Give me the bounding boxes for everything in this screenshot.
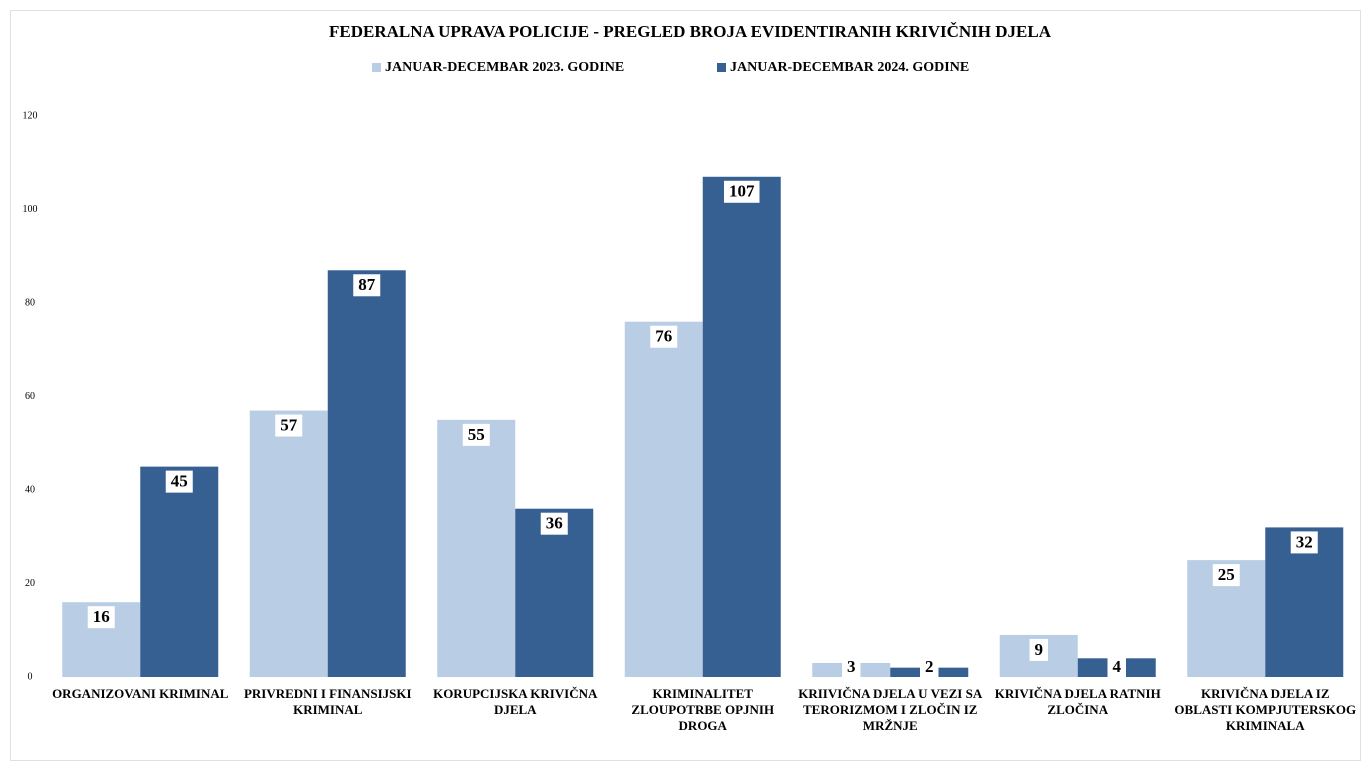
x-tick-label: KORUPCIJSKA KRIVIČNA DJELA bbox=[433, 686, 598, 717]
bar bbox=[249, 410, 328, 677]
y-tick-label: 40 bbox=[25, 484, 35, 495]
data-label-box bbox=[1212, 564, 1240, 587]
data-label: 87 bbox=[358, 275, 376, 294]
legend-label: JANUAR-DECEMBAR 2024. GODINE bbox=[730, 60, 969, 75]
chart-title: FEDERALNA UPRAVA POLICIJE - PREGLED BROJ… bbox=[329, 22, 1052, 41]
data-label: 76 bbox=[655, 327, 672, 346]
data-label-box bbox=[1290, 531, 1318, 554]
data-label: 25 bbox=[1218, 565, 1235, 584]
legend-swatch bbox=[717, 63, 726, 72]
bar bbox=[327, 270, 406, 677]
bar bbox=[702, 176, 781, 677]
data-label-box bbox=[165, 470, 193, 493]
data-label-box bbox=[540, 512, 568, 535]
legend-swatch bbox=[372, 63, 381, 72]
chart-border bbox=[10, 10, 1361, 761]
data-label: 16 bbox=[93, 607, 110, 626]
data-label-box bbox=[1029, 638, 1048, 661]
bar bbox=[140, 466, 219, 677]
data-label: 45 bbox=[171, 472, 188, 491]
data-label: 32 bbox=[1296, 532, 1313, 551]
x-tick-label: KRIMINALITET ZLOUPOTRBE OPJNIH DROGA bbox=[631, 686, 775, 733]
data-label-box bbox=[724, 180, 760, 203]
data-label: 9 bbox=[1035, 640, 1044, 659]
data-label: 36 bbox=[546, 514, 563, 533]
data-label-box bbox=[353, 274, 381, 297]
legend-label: JANUAR-DECEMBAR 2023. GODINE bbox=[385, 60, 624, 75]
y-tick-label: 0 bbox=[28, 671, 33, 682]
data-label-box bbox=[650, 325, 678, 348]
data-label: 3 bbox=[847, 657, 856, 676]
data-label: 2 bbox=[925, 657, 934, 676]
x-tick-label: PRIVREDNI I FINANSIJSKI KRIMINAL bbox=[243, 686, 412, 717]
bar bbox=[515, 508, 594, 677]
x-tick-label: KRIIVIČNA DJELA U VEZI SA TERORIZMOM I Z… bbox=[798, 686, 983, 733]
x-tick-label: KRIVIČNA DJELA IZ OBLASTI KOMPJUTERSKOG … bbox=[1174, 686, 1357, 733]
y-tick-label: 100 bbox=[23, 204, 38, 215]
data-label: 107 bbox=[729, 182, 755, 201]
data-label-box bbox=[462, 423, 490, 446]
x-tick-label: KRIVIČNA DJELA RATNIH ZLOČINA bbox=[994, 686, 1161, 717]
data-label: 55 bbox=[468, 425, 485, 444]
y-tick-label: 80 bbox=[25, 297, 35, 308]
data-label-box bbox=[920, 656, 939, 678]
y-tick-label: 20 bbox=[25, 578, 35, 589]
data-label-box bbox=[87, 606, 115, 629]
x-tick-label: ORGANIZOVANI KRIMINAL bbox=[52, 686, 229, 701]
bar bbox=[624, 321, 703, 677]
data-label-box bbox=[1107, 656, 1126, 678]
data-label-box bbox=[275, 414, 303, 437]
data-label-box bbox=[842, 656, 861, 678]
data-label: 4 bbox=[1113, 657, 1122, 676]
data-label: 57 bbox=[280, 415, 298, 434]
y-tick-label: 60 bbox=[25, 391, 35, 402]
y-tick-label: 120 bbox=[23, 110, 38, 121]
bar bbox=[437, 419, 516, 677]
